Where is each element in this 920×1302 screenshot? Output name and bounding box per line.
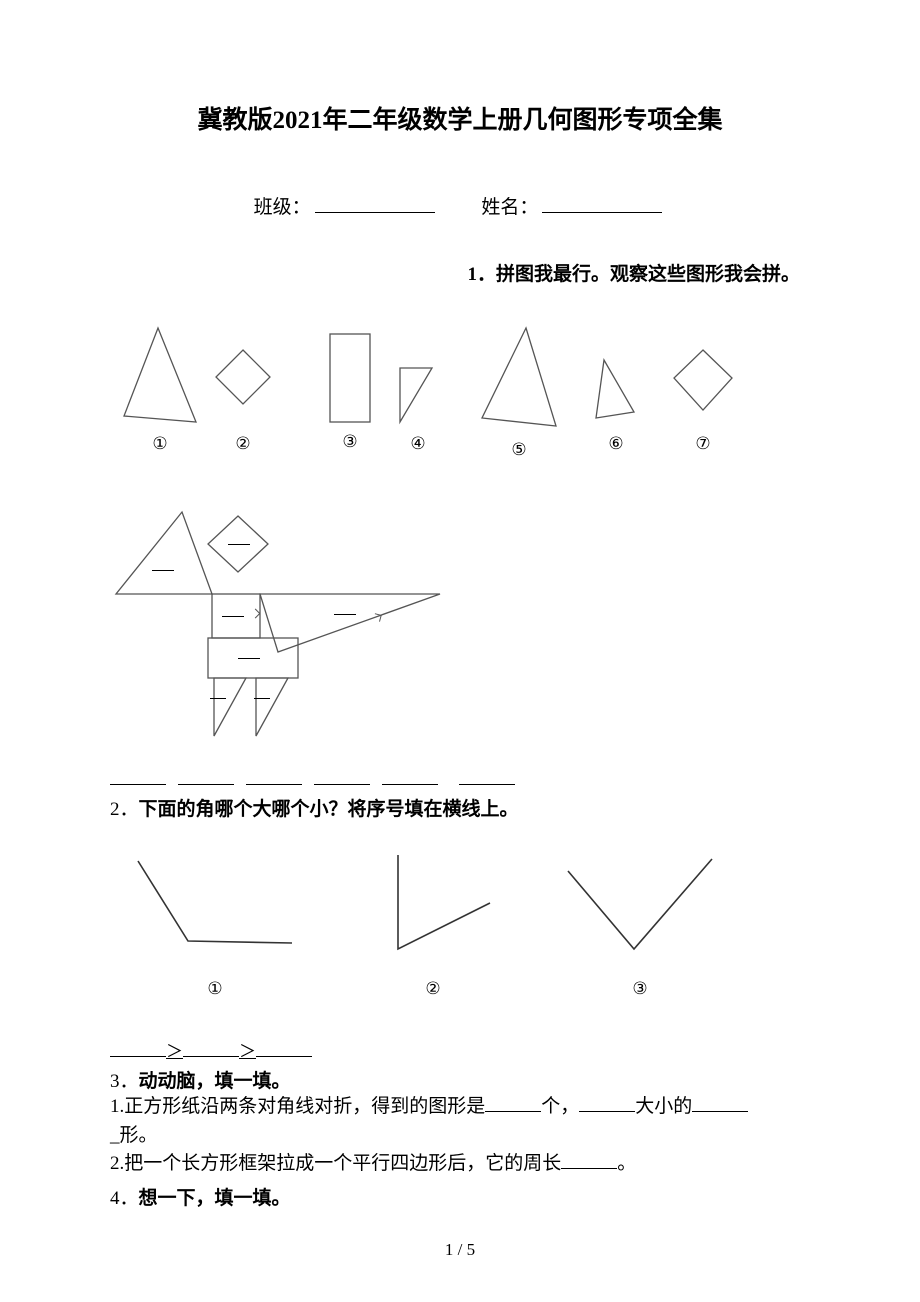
q2-head: 2．下面的角哪个大哪个小？将序号填在横线上。	[110, 794, 810, 821]
q2-answer-line: ＞＞	[110, 1037, 810, 1062]
class-label: 班级：	[254, 197, 311, 218]
gt-1: ＞	[166, 1042, 183, 1061]
shapes-row: ① ② ③ ④ ⑤	[110, 326, 810, 496]
shape-6-icon	[594, 358, 638, 422]
shape-2-icon	[214, 348, 272, 406]
q3-text: 动动脑，填一填。	[139, 1071, 291, 1092]
shape-label-4: ④	[398, 434, 438, 454]
q2-text: 下面的角哪个大哪个小？将序号填在横线上。	[139, 799, 519, 820]
shape-label-2: ②	[214, 434, 272, 454]
angle-label-2: ②	[368, 979, 498, 999]
shape-label-3: ③	[328, 432, 372, 452]
q3-line1: 1.正方形纸沿两条对角线对折，得到的图形是 个， 大小的 _形。	[110, 1093, 810, 1150]
q3-l2-a: 2.把一个长方形框架拉成一个平行四边形后，它的周长	[110, 1153, 561, 1174]
angle-1-icon	[130, 851, 300, 961]
page-title: 冀教版2021年二年级数学上册几何图形专项全集	[110, 100, 810, 136]
q3-num: 3．	[110, 1071, 139, 1092]
q4-num: 4．	[110, 1188, 139, 1209]
name-label: 姓名：	[481, 197, 538, 218]
q2-num: 2．	[110, 799, 139, 820]
q1-intro: 1．拼图我最行。观察这些图形我会拼。	[110, 259, 810, 286]
q4-head: 4．想一下，填一填。	[110, 1183, 810, 1210]
shape-4-icon	[398, 366, 438, 426]
composite-figure	[110, 504, 810, 764]
q3-head: 3．动动脑，填一填。	[110, 1066, 810, 1093]
angle-2-icon	[368, 851, 498, 961]
shape-label-5: ⑤	[478, 440, 560, 460]
q4-text: 想一下，填一填。	[139, 1188, 291, 1209]
angle-3-icon	[560, 851, 720, 961]
shape-5-icon	[478, 326, 560, 432]
composite-figure-icon	[110, 504, 470, 764]
shape-1-icon	[120, 326, 200, 426]
q3-l1-c: 大小的	[635, 1096, 692, 1117]
angles-row: ① ② ③	[110, 851, 810, 1031]
angle-label-3: ③	[560, 979, 720, 999]
q3-l1-b: 个，	[541, 1096, 579, 1117]
meta-row: 班级： 姓名：	[110, 192, 810, 219]
shape-label-7: ⑦	[670, 434, 736, 454]
angle-label-1: ①	[130, 979, 300, 999]
page-number: 1 / 5	[0, 1240, 920, 1260]
q3-l1-a: 1.正方形纸沿两条对角线对折，得到的图形是	[110, 1096, 485, 1117]
q3-l1-d: _形。	[110, 1125, 158, 1146]
class-blank	[315, 194, 435, 213]
blanks-line	[110, 768, 810, 790]
shape-label-1: ①	[120, 434, 200, 454]
q3-l2-b: 。	[617, 1153, 636, 1174]
shape-3-icon	[328, 332, 372, 424]
name-blank	[542, 194, 662, 213]
shape-label-6: ⑥	[594, 434, 638, 454]
shape-7-icon	[670, 348, 736, 414]
gt-2: ＞	[239, 1042, 256, 1061]
q3-line2: 2.把一个长方形框架拉成一个平行四边形后，它的周长 。	[110, 1150, 810, 1179]
